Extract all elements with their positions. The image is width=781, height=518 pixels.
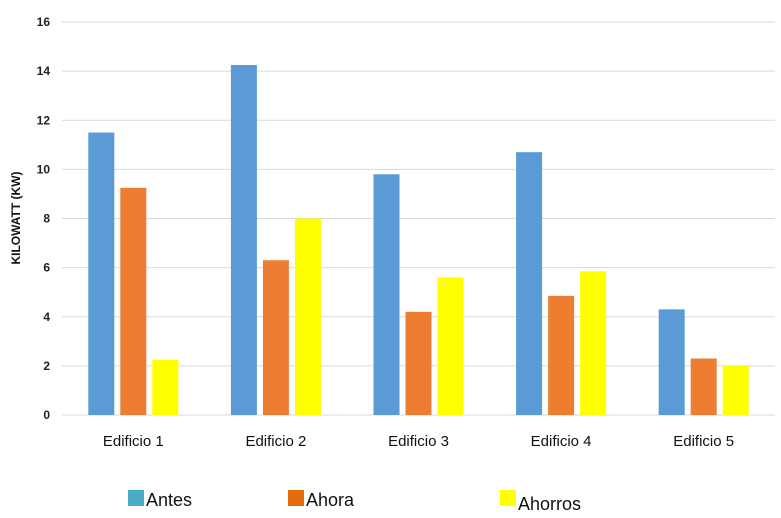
y-tick-label: 4	[43, 310, 50, 324]
bar-ahora-4	[548, 295, 575, 415]
x-category-label: Edificio 4	[531, 433, 592, 450]
bar-ahora-5	[690, 358, 717, 415]
bar-ahorros-1	[152, 359, 179, 415]
grid-lines	[62, 21, 775, 416]
bar-antes-2	[230, 64, 257, 415]
y-tick-label: 12	[37, 113, 51, 127]
legend-swatch-ahorros	[500, 490, 516, 506]
y-tick-label: 10	[37, 162, 51, 176]
x-category-label: Edificio 5	[673, 433, 734, 450]
y-axis-ticks: 0 2 4 6 8 10 12 14 16	[37, 15, 51, 422]
bar-ahora-2	[262, 260, 289, 415]
bar-ahorros-5	[722, 365, 749, 415]
bars	[88, 64, 749, 415]
legend-label-ahorros: Ahorros	[518, 494, 581, 514]
bar-ahorros-2	[294, 218, 321, 415]
bar-antes-4	[516, 152, 543, 415]
y-tick-label: 14	[37, 64, 51, 78]
legend-swatch-antes	[128, 490, 144, 506]
x-category-label: Edificio 2	[245, 433, 306, 450]
bar-ahora-3	[405, 311, 432, 415]
x-category-label: Edificio 3	[388, 433, 449, 450]
y-axis-label: KILOWATT (KW)	[9, 171, 23, 264]
legend-label-ahora: Ahora	[306, 490, 355, 510]
y-tick-label: 6	[43, 261, 50, 275]
bar-antes-3	[373, 174, 400, 415]
legend-label-antes: Antes	[146, 490, 192, 510]
bar-ahora-1	[120, 187, 147, 415]
y-tick-label: 16	[37, 15, 51, 29]
x-axis-categories: Edificio 1 Edificio 2 Edificio 3 Edificio 4…	[103, 433, 734, 450]
y-tick-label: 0	[43, 408, 50, 422]
y-tick-label: 2	[43, 359, 50, 373]
bar-ahorros-3	[437, 277, 464, 415]
x-category-label: Edificio 1	[103, 433, 164, 450]
legend-swatch-ahora	[288, 490, 304, 506]
y-tick-label: 8	[43, 212, 50, 226]
bar-antes-5	[658, 309, 685, 415]
legend: Antes Ahora Ahorros	[128, 490, 581, 514]
bar-ahorros-4	[580, 271, 607, 415]
bar-antes-1	[88, 132, 115, 415]
